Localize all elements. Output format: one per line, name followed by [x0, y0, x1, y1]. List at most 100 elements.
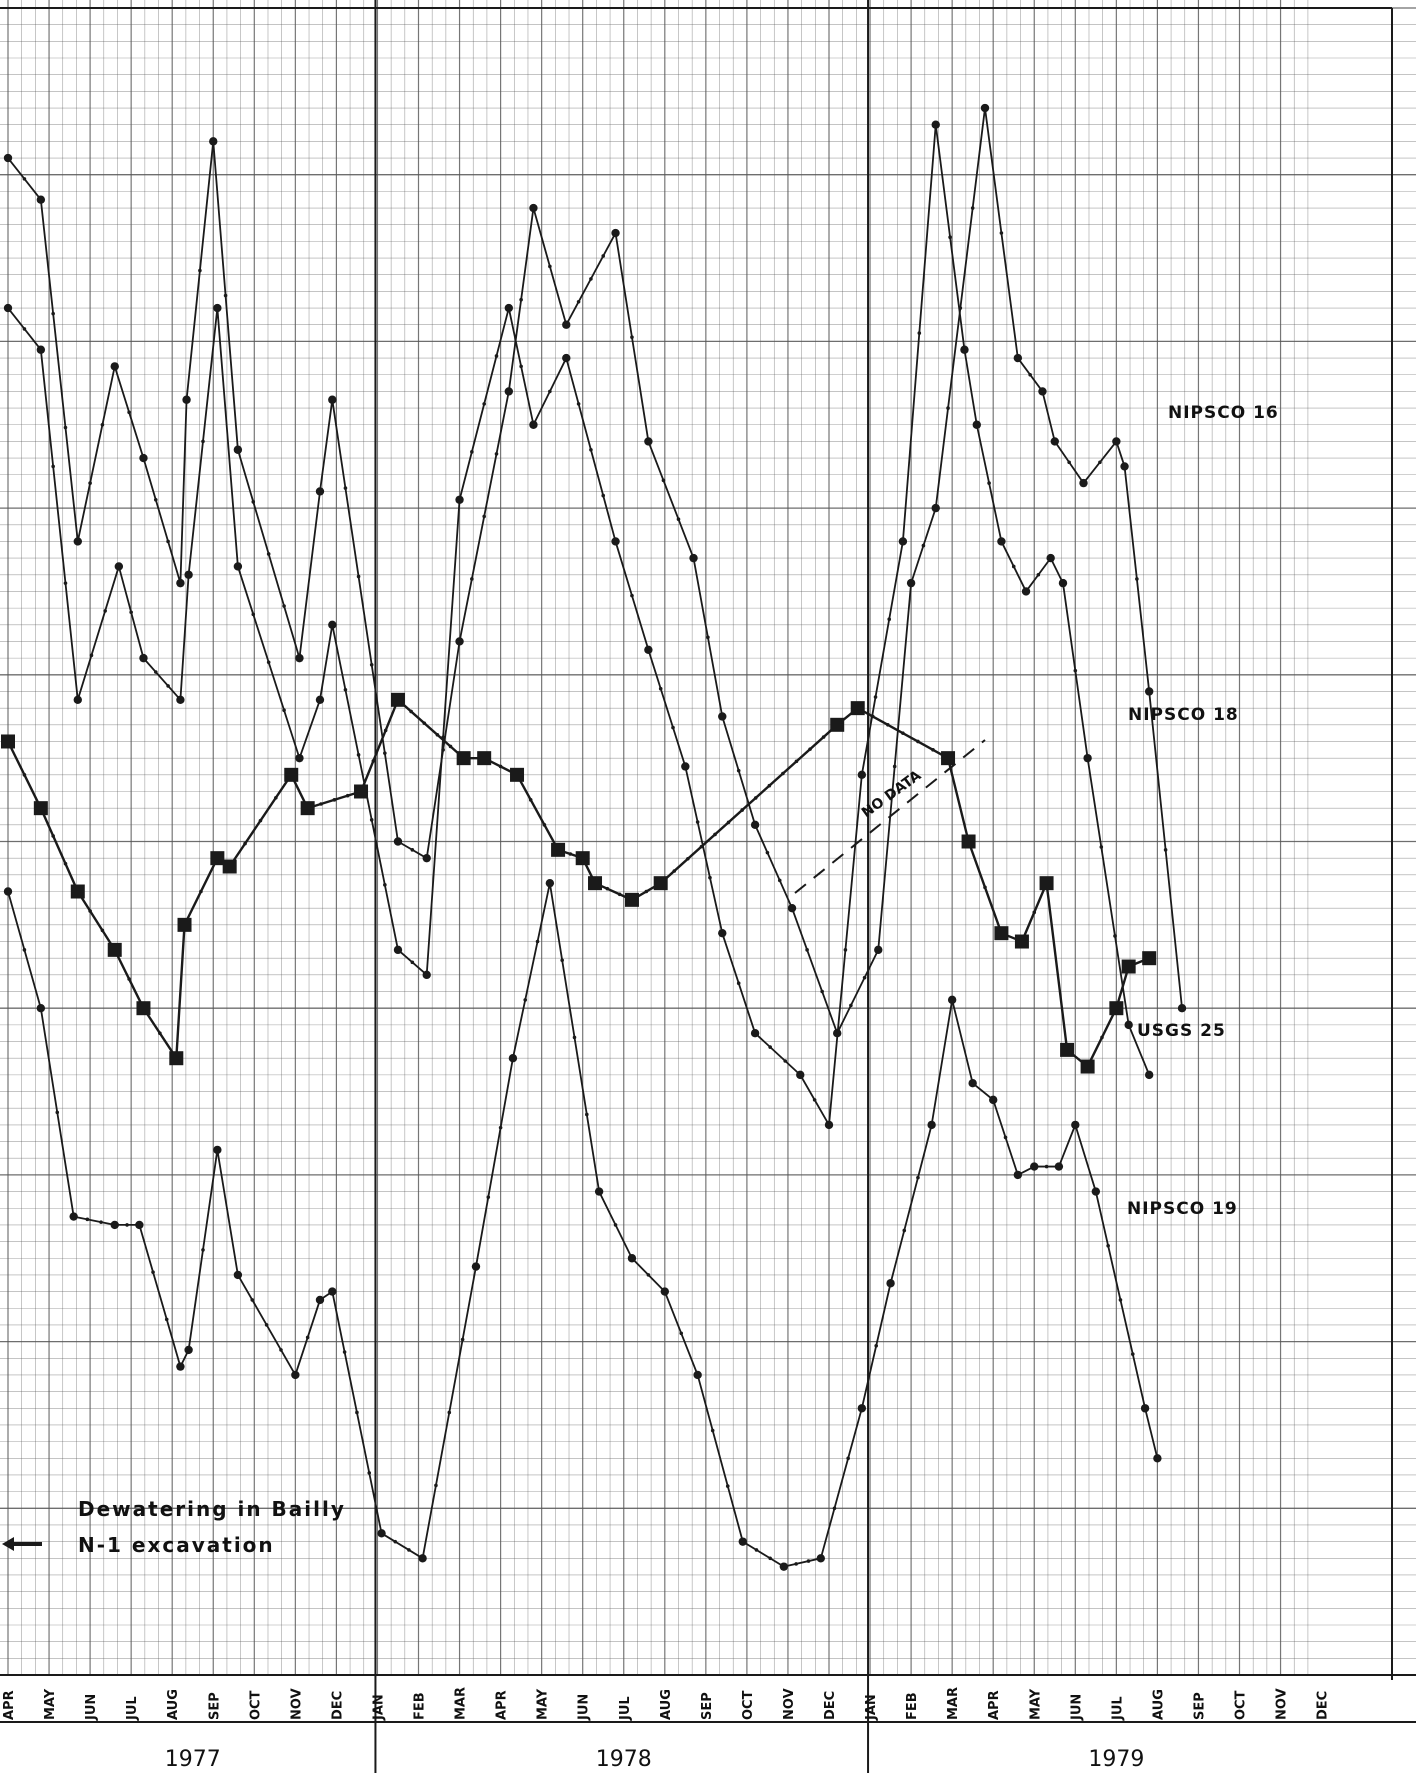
- interp-tick: [519, 364, 523, 369]
- interp-tick: [820, 989, 824, 994]
- interp-tick: [916, 1175, 920, 1180]
- interp-tick: [356, 753, 361, 757]
- x-tick-label: SEP: [1192, 1692, 1207, 1720]
- interp-tick: [695, 820, 700, 824]
- data-point: [114, 562, 124, 571]
- data-point: [931, 120, 940, 129]
- series-label-nipsco-16: NIPSCO 16: [1168, 403, 1279, 423]
- interp-tick: [367, 1471, 372, 1475]
- interp-tick: [100, 928, 105, 933]
- interp-tick: [470, 450, 474, 454]
- interp-tick: [356, 574, 361, 579]
- interp-tick: [251, 500, 256, 504]
- interp-tick: [332, 798, 337, 802]
- interp-tick: [63, 861, 68, 866]
- data-point: [1177, 1004, 1187, 1013]
- x-tick-label: MAY: [43, 1688, 58, 1720]
- data-point: [300, 801, 315, 816]
- data-point: [73, 537, 82, 546]
- data-point: [779, 1562, 789, 1571]
- interp-tick: [166, 684, 170, 688]
- data-point: [3, 153, 13, 163]
- data-point: [1, 734, 15, 749]
- interp-tick: [725, 1484, 730, 1488]
- interp-tick: [917, 331, 922, 335]
- interp-tick: [887, 617, 892, 622]
- data-point: [233, 1270, 243, 1280]
- data-point: [906, 578, 916, 588]
- interp-tick: [1106, 1243, 1110, 1248]
- data-point: [588, 876, 603, 891]
- interp-tick: [498, 764, 503, 769]
- data-point: [1153, 1454, 1162, 1463]
- data-point: [213, 303, 222, 313]
- data-point: [972, 420, 981, 429]
- interp-tick: [343, 688, 348, 692]
- interp-tick: [282, 708, 286, 713]
- data-point: [750, 1029, 760, 1038]
- data-point: [529, 203, 538, 213]
- data-point: [328, 395, 337, 404]
- x-tick-label: APR: [495, 1690, 510, 1720]
- interp-tick: [127, 977, 131, 981]
- x-tick-label: JUL: [1110, 1696, 1125, 1721]
- data-point: [1091, 1187, 1101, 1196]
- interp-tick: [434, 1483, 438, 1488]
- interp-tick: [921, 543, 926, 548]
- interp-tick: [447, 1410, 452, 1415]
- data-point: [508, 1054, 518, 1063]
- data-point: [184, 570, 193, 579]
- x-tick-label: NOV: [782, 1688, 797, 1720]
- interp-tick: [410, 848, 415, 852]
- interp-tick: [1067, 460, 1071, 465]
- interp-tick: [88, 909, 92, 913]
- interp-tick: [1118, 1298, 1123, 1302]
- interp-tick: [658, 686, 663, 691]
- data-point: [1013, 353, 1023, 363]
- data-point: [110, 362, 119, 371]
- data-point: [653, 876, 668, 891]
- data-point: [455, 495, 464, 504]
- data-point: [1038, 387, 1047, 396]
- interp-tick: [708, 875, 712, 880]
- data-point: [504, 387, 514, 396]
- data-point: [510, 767, 525, 782]
- data-point: [980, 103, 990, 113]
- interp-tick: [55, 1110, 60, 1115]
- interp-tick: [576, 402, 581, 406]
- series-line: [6, 698, 1150, 1068]
- interp-tick: [753, 796, 758, 800]
- data-point: [33, 801, 48, 816]
- x-tick-label: OCT: [248, 1690, 263, 1720]
- x-tick-label: AUG: [1151, 1689, 1166, 1720]
- interp-tick: [886, 723, 890, 727]
- data-point: [110, 1220, 119, 1230]
- data-point: [3, 887, 13, 896]
- data-point: [824, 1120, 834, 1130]
- data-point: [857, 770, 867, 780]
- interp-tick: [862, 975, 867, 980]
- interp-tick: [572, 1035, 577, 1040]
- data-point: [960, 345, 969, 354]
- data-point: [886, 1279, 895, 1288]
- interp-tick: [576, 300, 581, 304]
- interp-tick: [1073, 668, 1078, 673]
- data-point: [968, 1079, 977, 1088]
- data-point: [136, 1001, 151, 1016]
- x-tick-label: SEP: [207, 1692, 222, 1720]
- data-point: [36, 345, 46, 354]
- series-usgs-25: [1, 692, 1157, 1074]
- x-tick-label: SEP: [700, 1692, 715, 1720]
- data-point: [562, 320, 571, 329]
- interp-tick: [282, 604, 286, 608]
- interp-tick: [736, 768, 741, 773]
- interp-tick: [661, 478, 666, 483]
- data-point: [393, 837, 403, 846]
- x-tick-label: JUL: [618, 1696, 633, 1721]
- interp-tick: [846, 1456, 850, 1461]
- data-point: [209, 137, 218, 146]
- data-point: [689, 553, 698, 563]
- interp-tick: [494, 354, 499, 358]
- interp-tick: [808, 747, 812, 751]
